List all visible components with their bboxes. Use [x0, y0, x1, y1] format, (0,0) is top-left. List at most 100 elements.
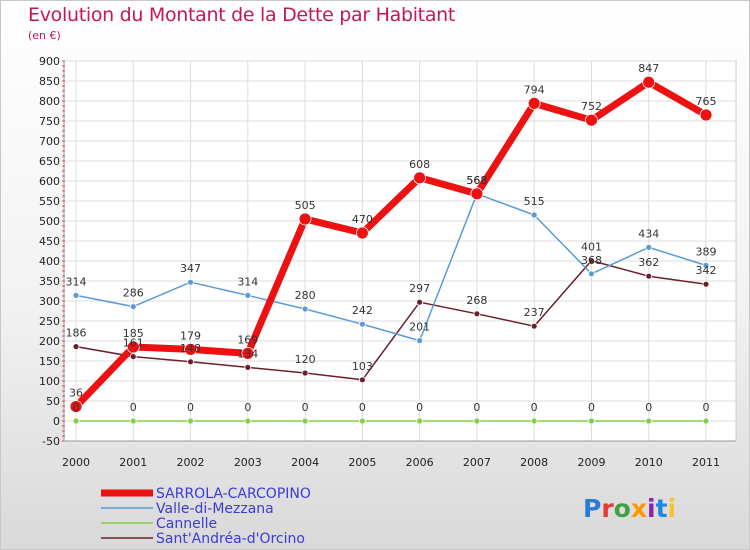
data-point	[645, 243, 653, 251]
x-tick-label: 2000	[62, 456, 90, 469]
y-tick-label: 650	[39, 155, 60, 168]
data-point	[416, 298, 424, 306]
data-point	[129, 353, 137, 361]
data-label: 608	[409, 158, 430, 171]
legend-label: SARROLA-CARCOPINO	[156, 486, 311, 502]
data-label: 470	[352, 213, 373, 226]
data-point	[301, 369, 309, 377]
data-label: 186	[66, 327, 87, 340]
y-tick-label: 900	[39, 55, 60, 68]
data-point	[72, 417, 80, 425]
y-tick-label: 350	[39, 275, 60, 288]
data-point	[588, 417, 595, 425]
data-label: 0	[473, 401, 480, 414]
data-label: 314	[237, 275, 258, 288]
data-label: 568	[466, 174, 487, 187]
y-tick-label: 0	[53, 415, 60, 428]
x-tick-label: 2003	[234, 456, 262, 469]
proxiti-logo: Proxiti	[583, 494, 676, 523]
data-point	[187, 358, 194, 366]
data-point	[588, 257, 595, 265]
data-label: 179	[180, 329, 201, 342]
x-tick-label: 2004	[291, 456, 319, 469]
data-point	[358, 320, 366, 328]
chart-title: Evolution du Montant de la Dette par Hab…	[28, 4, 456, 26]
x-tick-label: 2011	[692, 456, 720, 469]
x-tick-label: 2008	[520, 456, 548, 469]
y-tick-label: 750	[39, 115, 60, 128]
series-line	[72, 78, 710, 411]
data-point	[244, 417, 252, 425]
data-label: 0	[130, 401, 137, 414]
data-label: 0	[302, 401, 309, 414]
data-point	[69, 400, 83, 414]
data-label: 0	[645, 401, 652, 414]
data-point	[473, 310, 481, 318]
data-point	[530, 322, 538, 330]
data-label: 237	[524, 306, 545, 319]
data-point	[413, 171, 427, 185]
x-tick-label: 2009	[577, 456, 605, 469]
data-label: 368	[581, 254, 602, 267]
y-tick-label: 450	[39, 235, 60, 248]
data-label: 0	[187, 401, 194, 414]
legend-label: Sant'Andréa-d'Orcino	[156, 531, 305, 547]
data-point	[244, 291, 252, 299]
data-point	[301, 417, 309, 425]
y-tick-label: 50	[46, 395, 60, 408]
data-point	[527, 97, 541, 110]
x-tick-label: 2007	[463, 456, 491, 469]
y-tick-label: 250	[39, 315, 60, 328]
data-point	[530, 417, 538, 425]
y-tick-label: -50	[42, 435, 60, 448]
data-point	[702, 417, 710, 425]
legend-label: Cannelle	[156, 516, 217, 532]
data-label: 161	[123, 337, 144, 350]
x-tick-label: 2006	[406, 456, 434, 469]
data-label: 120	[295, 353, 316, 366]
data-label: 568	[466, 174, 487, 187]
y-tick-label: 100	[39, 375, 60, 388]
data-label: 185	[123, 327, 144, 340]
y-tick-label: 700	[39, 135, 60, 148]
y-tick-label: 500	[39, 215, 60, 228]
data-label: 347	[180, 262, 201, 275]
data-point	[645, 417, 653, 425]
x-tick-label: 2005	[348, 456, 376, 469]
data-point	[585, 113, 598, 127]
data-label: 103	[352, 360, 373, 373]
data-point	[301, 305, 309, 313]
data-point	[702, 261, 710, 269]
data-point	[358, 376, 366, 384]
data-point	[72, 343, 80, 351]
legend-label: Valle-di-Mezzana	[156, 501, 274, 517]
y-tick-label: 850	[39, 75, 60, 88]
y-tick-label: 600	[39, 175, 60, 188]
data-point	[642, 75, 656, 89]
data-label: 36	[69, 387, 83, 400]
data-point	[184, 342, 197, 356]
data-label: 0	[244, 401, 251, 414]
chart-subtitle: (en €)	[28, 29, 61, 42]
data-point	[298, 212, 312, 226]
data-point	[244, 363, 252, 371]
x-tick-label: 2010	[635, 456, 663, 469]
data-point	[129, 303, 137, 311]
data-point	[473, 417, 481, 425]
data-point	[645, 272, 653, 280]
data-label: 0	[359, 401, 366, 414]
data-point	[358, 417, 366, 425]
data-label: 752	[581, 100, 602, 113]
data-label: 0	[703, 401, 710, 414]
data-point	[126, 340, 140, 354]
y-tick-label: 800	[39, 95, 60, 108]
y-tick-label: 200	[39, 335, 60, 348]
data-label: 847	[638, 62, 659, 75]
data-point	[416, 417, 424, 425]
data-label: 342	[696, 264, 717, 277]
data-label: 794	[524, 83, 545, 96]
data-point	[416, 337, 424, 345]
data-label: 297	[409, 282, 430, 295]
